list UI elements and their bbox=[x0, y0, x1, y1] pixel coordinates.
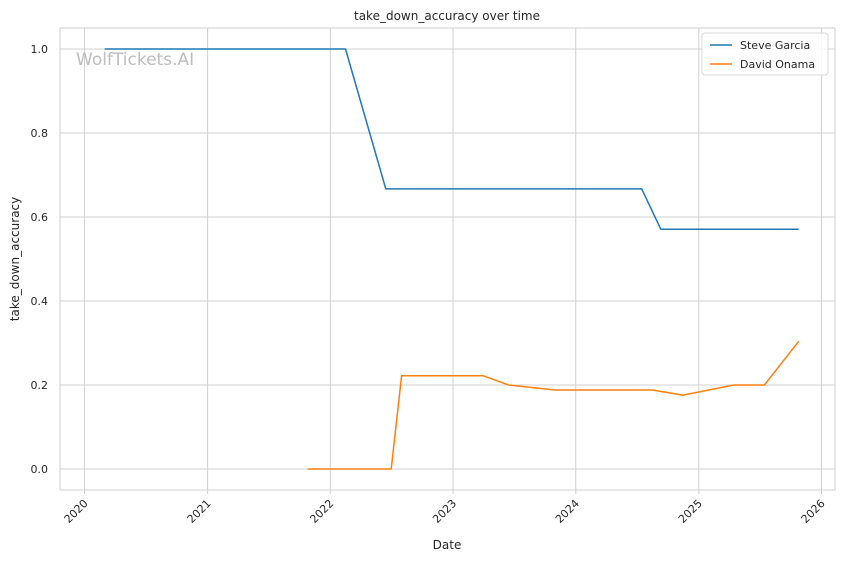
y-axis-title: take_down_accuracy bbox=[8, 197, 22, 321]
legend: Steve Garcia David Onama bbox=[701, 32, 829, 76]
series-line-steve-garcia bbox=[104, 48, 799, 230]
plot-frame bbox=[59, 27, 836, 491]
y-tick-label: 1.0 bbox=[31, 43, 49, 56]
y-tick-label: 0.4 bbox=[31, 295, 49, 308]
y-tick-label: 0.2 bbox=[31, 379, 49, 392]
y-tick-label: 0.8 bbox=[31, 127, 49, 140]
series-layer bbox=[104, 48, 800, 470]
chart-title: take_down_accuracy over time bbox=[354, 9, 540, 23]
y-axis-ticks: 0.0 0.2 0.4 0.6 0.8 1.0 bbox=[31, 43, 49, 476]
legend-box bbox=[701, 32, 829, 76]
x-axis-title: Date bbox=[433, 538, 462, 552]
watermark: WolfTickets.AI bbox=[76, 50, 194, 70]
legend-label: David Onama bbox=[740, 58, 815, 71]
y-tick-label: 0.0 bbox=[31, 463, 49, 476]
y-tick-label: 0.6 bbox=[31, 211, 49, 224]
legend-label: Steve Garcia bbox=[740, 39, 810, 52]
series-line-david-onama bbox=[307, 340, 800, 470]
